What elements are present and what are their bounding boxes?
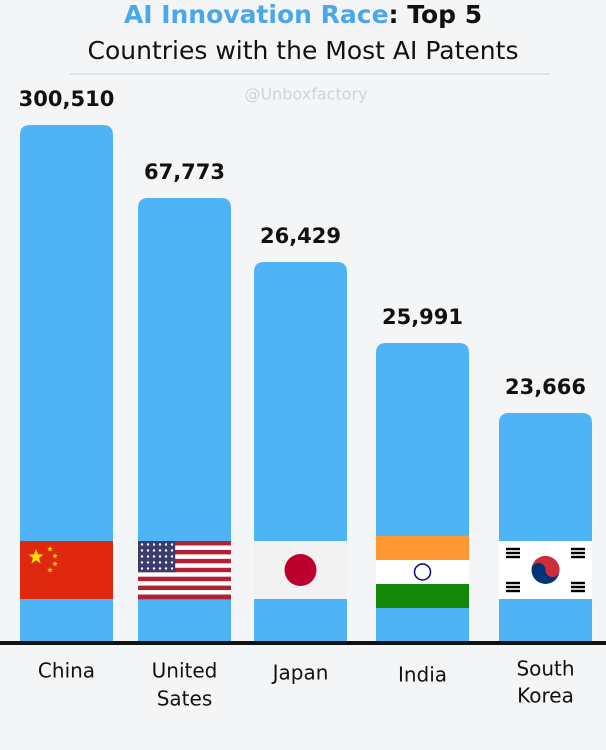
flag-stripe — [138, 590, 231, 595]
country-label: South — [516, 657, 574, 681]
flag-star — [164, 549, 168, 552]
flag-trigram — [506, 551, 520, 555]
flag-star — [158, 561, 162, 564]
flag-stripe — [138, 541, 231, 546]
value-label: 26,429 — [260, 224, 341, 248]
flag-star — [146, 555, 150, 558]
flag-star — [146, 561, 150, 564]
flag-star — [28, 549, 44, 564]
bar — [20, 125, 113, 642]
flag-stripe — [138, 558, 231, 564]
flag-star — [158, 549, 162, 552]
flag-stripe — [138, 576, 231, 582]
flag-star — [140, 567, 144, 570]
flag-star — [146, 567, 150, 570]
flag-star — [164, 555, 168, 558]
flag-star — [47, 567, 53, 573]
flag-star — [140, 549, 144, 552]
flag-star — [170, 561, 174, 564]
value-label: 25,991 — [382, 305, 463, 329]
country-label: China — [38, 659, 95, 683]
flag-stripe — [138, 554, 231, 560]
flag-stripe — [138, 594, 231, 600]
flag-star — [164, 567, 168, 570]
flag-stripe — [138, 563, 231, 569]
flag-star — [146, 549, 150, 552]
flag-star — [164, 543, 168, 546]
country-label: Korea — [517, 684, 574, 708]
country-label: Japan — [271, 661, 329, 685]
flag-trigram — [506, 581, 520, 585]
bars: 300,510 China 67,773 United Sates 26,429 Japan… — [19, 87, 592, 711]
flag-sun — [284, 554, 317, 586]
flag-star — [158, 555, 162, 558]
flag-stripe — [138, 567, 231, 573]
flag-stripe — [376, 584, 469, 608]
flag-trigram — [506, 589, 520, 593]
flag-star — [152, 561, 156, 564]
flag-stripe — [376, 536, 469, 560]
flag-star — [140, 561, 144, 564]
flag-star — [170, 543, 174, 546]
flag-star — [158, 567, 162, 570]
flag-star — [146, 543, 150, 546]
baseline — [0, 641, 606, 645]
flag-star — [140, 555, 144, 558]
value-label: 67,773 — [144, 160, 225, 184]
flag-trigram — [571, 555, 585, 559]
value-label: 23,666 — [505, 375, 586, 399]
bar — [138, 198, 231, 642]
flag-wheel — [413, 563, 432, 581]
flag-star — [152, 543, 156, 546]
flag-star — [52, 561, 58, 567]
flag-star — [152, 555, 156, 558]
flag-stripe — [138, 549, 231, 555]
flag-stripe — [138, 572, 231, 577]
flag-stripe — [138, 545, 231, 551]
flag-star — [47, 546, 53, 552]
flag-trigram — [506, 585, 520, 589]
flag-trigram — [506, 547, 520, 551]
flag-trigram — [571, 551, 585, 555]
country-label: Sates — [157, 687, 213, 711]
country-label: India — [398, 663, 447, 687]
flag-trigram — [571, 547, 585, 551]
flag-stripe — [138, 581, 231, 586]
value-label: 300,510 — [19, 87, 115, 111]
flag-trigram — [571, 585, 585, 589]
title-highlight: AI Innovation Race — [124, 0, 389, 29]
flag-trigram — [571, 581, 585, 585]
flag-star — [140, 543, 144, 546]
flag-trigram — [571, 589, 585, 593]
title: AI Innovation Race: Top 5 — [124, 0, 482, 29]
flag-stripe — [138, 585, 231, 591]
title-rest: : Top 5 — [389, 0, 483, 29]
flag-canton — [138, 541, 176, 573]
flag-star — [170, 555, 174, 558]
flag-star — [152, 549, 156, 552]
watermark: @Unboxfactory — [244, 85, 367, 104]
country-label: United — [152, 659, 218, 683]
subtitle: Countries with the Most AI Patents — [88, 36, 519, 65]
flag-china — [20, 541, 113, 599]
flag-star — [52, 553, 58, 559]
flag-star — [170, 567, 174, 570]
flag-trigram — [506, 555, 520, 559]
flag-star — [170, 549, 174, 552]
bar — [499, 413, 592, 642]
flag-star — [164, 561, 168, 564]
flag-star — [152, 567, 156, 570]
flag-star — [158, 543, 162, 546]
flag-taeguk — [531, 556, 560, 577]
